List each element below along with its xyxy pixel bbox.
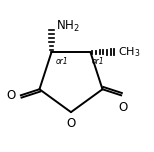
Text: or1: or1 [55,57,68,66]
Text: NH$_2$: NH$_2$ [56,19,80,35]
Text: O: O [118,101,127,114]
Text: O: O [66,117,76,130]
Text: or1: or1 [91,57,104,66]
Text: O: O [6,89,16,102]
Text: CH$_3$: CH$_3$ [118,45,140,59]
